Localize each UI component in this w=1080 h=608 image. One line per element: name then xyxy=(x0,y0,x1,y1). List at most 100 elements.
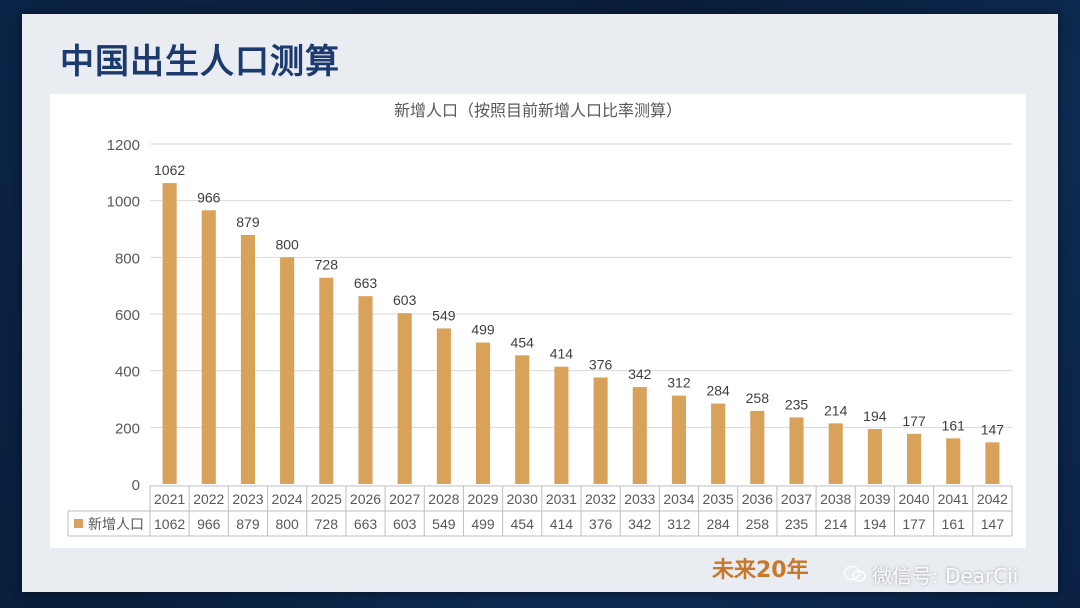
x-tick-label: 2022 xyxy=(193,491,224,507)
table-cell: 454 xyxy=(511,516,535,532)
bar xyxy=(397,313,412,484)
x-tick-label: 2031 xyxy=(546,491,577,507)
table-cell: 235 xyxy=(785,516,809,532)
data-label: 376 xyxy=(589,356,613,372)
data-label: 194 xyxy=(863,408,887,424)
table-cell: 258 xyxy=(746,516,770,532)
data-label: 603 xyxy=(393,292,417,308)
x-tick-label: 2041 xyxy=(938,491,969,507)
bar xyxy=(671,395,687,484)
table-cell: 177 xyxy=(902,516,926,532)
bar xyxy=(319,277,334,484)
data-label: 663 xyxy=(354,275,378,291)
data-label: 1062 xyxy=(154,162,185,178)
table-cell: 879 xyxy=(236,516,260,532)
x-tick-label: 2036 xyxy=(742,491,773,507)
bar xyxy=(515,355,530,484)
watermark-text: 微信号: DearCii xyxy=(872,564,1019,588)
table-cell: 342 xyxy=(628,516,652,532)
y-tick-label: 600 xyxy=(115,307,140,324)
data-label: 161 xyxy=(942,417,966,433)
bar xyxy=(240,234,256,484)
data-label: 235 xyxy=(785,396,809,412)
x-tick-label: 2039 xyxy=(859,491,890,507)
x-tick-label: 2028 xyxy=(428,491,459,507)
data-label: 284 xyxy=(706,383,730,399)
data-labels: 1062 966 879 800 728 663 603 549 499 454 414 376 342… xyxy=(154,162,1004,437)
bottom-note: 未来20年 xyxy=(712,558,809,583)
x-tick-label: 2033 xyxy=(624,491,655,507)
x-tick-label: 2038 xyxy=(820,491,851,507)
slide-title: 中国出生人口测算 xyxy=(60,42,340,82)
x-tick-label: 2026 xyxy=(350,491,381,507)
x-tick-label: 2037 xyxy=(781,491,812,507)
bar xyxy=(789,417,804,484)
data-label: 966 xyxy=(197,189,221,205)
table-cell: 161 xyxy=(942,516,966,532)
chart-svg: 新增人口（按照目前新增人口比率测算） 0 200 400 600 800 1000 1200… xyxy=(67,101,1013,537)
bars xyxy=(162,183,1000,485)
table-cell: 603 xyxy=(393,516,417,532)
bar xyxy=(828,423,843,484)
chart-grid xyxy=(150,143,1012,428)
bar xyxy=(750,410,765,484)
chart-panel: 新增人口（按照目前新增人口比率测算） 0 200 400 600 800 1000 1200… xyxy=(50,94,1026,548)
bar xyxy=(711,403,726,484)
data-label: 414 xyxy=(550,346,574,362)
table-cell: 194 xyxy=(863,516,887,532)
table-cell: 1062 xyxy=(154,516,185,532)
bar xyxy=(867,429,882,484)
data-label: 549 xyxy=(432,307,456,323)
y-tick-label: 800 xyxy=(115,250,140,267)
x-tick-label: 2024 xyxy=(272,491,303,507)
chart-title: 新增人口（按照目前新增人口比率测算） xyxy=(394,101,682,120)
bar xyxy=(358,296,373,484)
data-label: 728 xyxy=(315,257,339,273)
watermark: 微信号: DearCii xyxy=(843,560,1019,589)
x-tick-label: 2040 xyxy=(898,491,929,507)
bar xyxy=(162,183,177,484)
data-label: 499 xyxy=(471,322,495,338)
x-tick-label: 2023 xyxy=(232,491,263,507)
x-tick-label: 2035 xyxy=(703,491,734,507)
table-cell: 966 xyxy=(197,516,221,532)
data-label: 879 xyxy=(236,214,260,230)
table-cell: 147 xyxy=(981,516,1005,532)
bar xyxy=(985,442,1000,484)
data-label: 800 xyxy=(275,236,299,252)
bar xyxy=(436,328,451,484)
table-cell: 728 xyxy=(315,516,339,532)
table-cell: 414 xyxy=(550,516,574,532)
bar xyxy=(632,387,647,484)
bar xyxy=(593,377,608,484)
table-cell: 800 xyxy=(275,516,299,532)
y-tick-label: 0 xyxy=(132,477,140,494)
y-tick-label: 1200 xyxy=(107,137,140,154)
bar xyxy=(201,210,216,485)
bar xyxy=(475,342,491,484)
x-tick-label: 2034 xyxy=(663,491,694,507)
table-cell: 214 xyxy=(824,516,848,532)
y-tick-label: 200 xyxy=(115,420,140,437)
legend-label: 新增人口 xyxy=(88,516,144,532)
x-tick-label: 2029 xyxy=(467,491,498,507)
data-table: 2021 1062 2022 966 2023 879 2024 800 2025 728 2026… xyxy=(67,485,1013,537)
x-tick-label: 2032 xyxy=(585,491,616,507)
data-label: 258 xyxy=(746,390,770,406)
table-cell: 499 xyxy=(471,516,495,532)
data-label: 147 xyxy=(981,421,1005,437)
wechat-icon xyxy=(843,564,866,588)
slide: 中国出生人口测算 新增人口（按照目前新增人口比率测算） 0 200 400 600 80… xyxy=(22,14,1058,592)
y-axis: 0 200 400 600 800 1000 1200 xyxy=(107,137,140,494)
bar xyxy=(906,433,922,484)
table-cell: 376 xyxy=(589,516,613,532)
x-tick-label: 2030 xyxy=(507,491,538,507)
x-tick-label: 2042 xyxy=(977,491,1008,507)
y-tick-label: 400 xyxy=(115,364,140,381)
x-tick-label: 2025 xyxy=(311,491,342,507)
x-tick-label: 2027 xyxy=(389,491,420,507)
data-label: 214 xyxy=(824,402,848,418)
table-cell: 549 xyxy=(432,516,456,532)
legend-swatch xyxy=(74,519,83,528)
table-cell: 312 xyxy=(667,516,691,532)
